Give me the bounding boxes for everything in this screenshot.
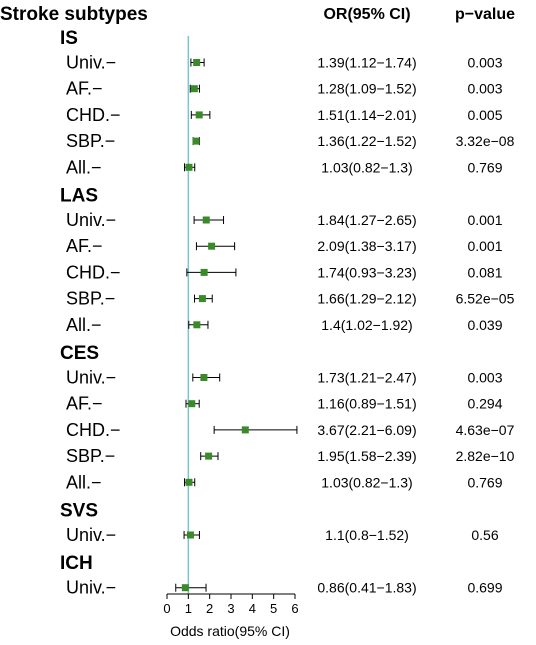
- or-marker-is-sbp: [192, 137, 200, 145]
- or-ci-text-las-chd: 1.74(0.93−3.23): [317, 264, 416, 280]
- or-marker-ces-all: [185, 478, 193, 486]
- x-tick-label-1: 1: [185, 601, 192, 616]
- or-marker-las-univ: [202, 216, 210, 224]
- or-ci-text-is-af: 1.28(1.09−1.52): [317, 81, 416, 97]
- row-label-ces-sbp: SBP.−: [66, 446, 115, 466]
- or-marker-is-chd: [195, 111, 203, 119]
- p-value-is-chd: 0.005: [467, 107, 502, 123]
- or-marker-is-univ: [193, 59, 201, 66]
- or-marker-ces-univ: [200, 374, 208, 381]
- group-label-svs: SVS: [60, 501, 98, 522]
- or-ci-text-las-sbp: 1.66(1.29−2.12): [317, 291, 416, 307]
- p-value-las-af: 0.001: [467, 238, 502, 254]
- header-stroke-subtypes: Stroke subtypes: [0, 4, 148, 25]
- or-ci-text-ich-univ: 0.86(0.41−1.83): [317, 580, 416, 596]
- p-value-is-af: 0.003: [467, 81, 502, 97]
- or-ci-text-ces-univ: 1.73(1.21−2.47): [317, 370, 416, 386]
- group-label-las: LAS: [60, 186, 98, 207]
- or-ci-text-is-chd: 1.51(1.14−2.01): [317, 107, 416, 123]
- group-label-is: IS: [60, 28, 78, 49]
- or-ci-text-ces-sbp: 1.95(1.58−2.39): [317, 448, 416, 464]
- or-marker-las-chd: [200, 268, 208, 276]
- group-label-ich: ICH: [60, 553, 93, 574]
- p-value-ces-chd: 4.63e−07: [456, 422, 515, 438]
- p-value-svs-univ: 0.56: [471, 527, 498, 543]
- row-label-is-all: All.−: [66, 157, 102, 177]
- p-value-ich-univ: 0.699: [467, 580, 502, 596]
- or-ci-text-ces-chd: 3.67(2.21−6.09): [317, 422, 416, 438]
- x-tick-label-3: 3: [227, 601, 234, 616]
- group-label-ces: CES: [60, 343, 99, 364]
- or-marker-las-sbp: [198, 295, 206, 303]
- or-marker-is-af: [190, 85, 198, 93]
- p-value-las-all: 0.039: [467, 317, 502, 333]
- x-tick-label-2: 2: [206, 601, 213, 616]
- or-ci-text-is-sbp: 1.36(1.22−1.52): [317, 133, 416, 149]
- row-label-ces-chd: CHD.−: [66, 420, 121, 440]
- p-value-ces-all: 0.769: [467, 474, 502, 490]
- or-marker-ces-af: [188, 400, 196, 408]
- or-ci-text-las-univ: 1.84(1.27−2.65): [317, 212, 416, 228]
- row-label-las-chd: CHD.−: [66, 262, 121, 282]
- p-value-ces-af: 0.294: [467, 396, 502, 412]
- x-tick-label-5: 5: [270, 601, 277, 616]
- p-value-is-all: 0.769: [467, 159, 502, 175]
- or-marker-las-all: [193, 321, 201, 329]
- p-value-las-chd: 0.081: [467, 264, 502, 280]
- or-marker-svs-univ: [186, 531, 194, 539]
- row-label-is-univ: Univ.−: [66, 53, 116, 73]
- row-label-ich-univ: Univ.−: [66, 578, 116, 598]
- header-or-ci: OR(95% CI): [323, 6, 410, 23]
- or-ci-text-svs-univ: 1.1(0.8−1.52): [325, 527, 409, 543]
- or-marker-ces-sbp: [205, 452, 213, 460]
- row-label-las-sbp: SBP.−: [66, 289, 115, 309]
- row-label-las-af: AF.−: [66, 236, 103, 256]
- or-marker-is-all: [185, 163, 193, 171]
- x-tick-label-4: 4: [249, 601, 256, 616]
- or-marker-las-af: [208, 242, 216, 250]
- or-ci-text-ces-af: 1.16(0.89−1.51): [317, 396, 416, 412]
- row-label-is-af: AF.−: [66, 79, 103, 99]
- or-ci-text-is-all: 1.03(0.82−1.3): [321, 159, 412, 175]
- row-label-las-univ: Univ.−: [66, 210, 116, 230]
- p-value-las-sbp: 6.52e−05: [456, 291, 515, 307]
- p-value-las-univ: 0.001: [467, 212, 502, 228]
- row-label-is-chd: CHD.−: [66, 105, 121, 125]
- p-value-ces-sbp: 2.82e−10: [456, 448, 515, 464]
- p-value-is-univ: 0.003: [467, 55, 502, 71]
- or-ci-text-ces-all: 1.03(0.82−1.3): [321, 474, 412, 490]
- row-label-is-sbp: SBP.−: [66, 131, 115, 151]
- or-ci-text-las-af: 2.09(1.38−3.17): [317, 238, 416, 254]
- or-marker-ces-chd: [241, 426, 249, 434]
- row-label-las-all: All.−: [66, 315, 102, 335]
- x-tick-label-6: 6: [291, 601, 298, 616]
- x-axis-label: Odds ratio(95% CI): [170, 623, 290, 639]
- or-ci-text-is-univ: 1.39(1.12−1.74): [317, 55, 416, 71]
- row-label-ces-af: AF.−: [66, 394, 103, 414]
- p-value-is-sbp: 3.32e−08: [456, 133, 515, 149]
- p-value-ces-univ: 0.003: [467, 370, 502, 386]
- header-p-value: p−value: [455, 6, 515, 23]
- or-marker-ich-univ: [181, 584, 189, 592]
- rows-layer: IS Univ.− 1.39(1.12−1.74) 0.003 AF.− 1.28(1.0…: [60, 28, 515, 598]
- or-ci-text-las-all: 1.4(1.02−1.92): [321, 317, 412, 333]
- row-label-svs-univ: Univ.−: [66, 525, 116, 545]
- x-tick-label-0: 0: [163, 601, 170, 616]
- row-label-ces-univ: Univ.−: [66, 368, 116, 388]
- row-label-ces-all: All.−: [66, 472, 102, 492]
